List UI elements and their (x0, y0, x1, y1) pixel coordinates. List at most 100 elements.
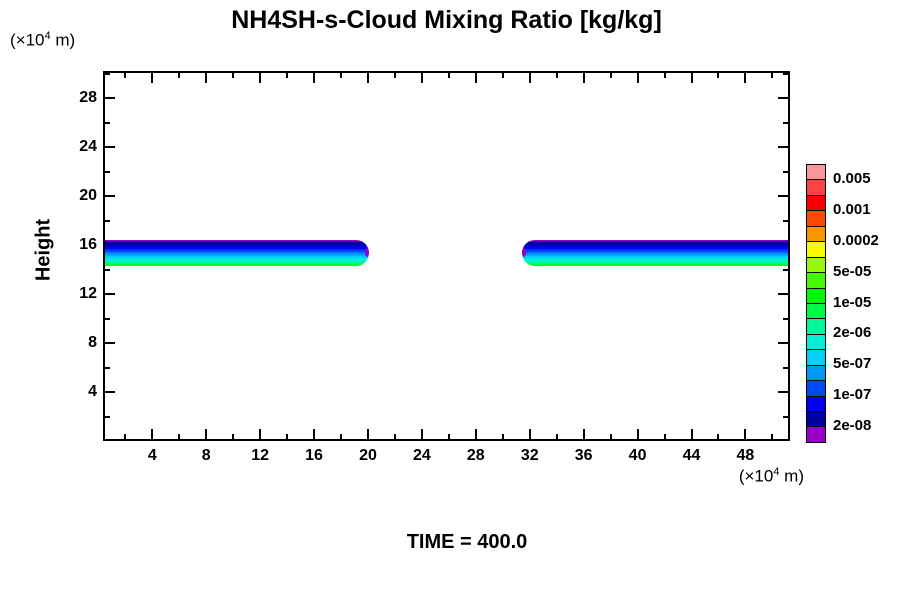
y-axis-major-tick-left (105, 293, 115, 295)
y-unit-pre: (×10 (10, 30, 45, 50)
colorbar-label: 2e-06 (833, 324, 872, 342)
x-axis-minor-tick-bottom (447, 434, 450, 439)
y-axis-unit-label: (×104 m) (10, 30, 75, 51)
y-axis-major-tick-right (778, 146, 788, 148)
x-axis-minor-tick-top (124, 73, 127, 78)
y-axis-minor-tick-left (105, 72, 110, 75)
plot-area (103, 71, 790, 441)
x-axis-minor-tick-top (609, 73, 612, 78)
x-axis-minor-tick-bottom (178, 434, 181, 439)
colorbar-cell (807, 165, 825, 180)
x-tick-label: 16 (305, 447, 323, 464)
x-axis-major-tick-bottom (636, 429, 639, 439)
x-axis-minor-tick-top (663, 73, 666, 78)
x-unit-post: m) (779, 466, 804, 486)
x-axis-minor-tick-top (178, 73, 181, 78)
x-axis-minor-tick-bottom (340, 434, 343, 439)
colorbar-cell (807, 364, 825, 381)
x-axis-major-tick-bottom (313, 429, 316, 439)
y-axis-minor-tick-right (783, 317, 788, 320)
x-axis-minor-tick-top (232, 73, 235, 78)
colorbar-cell (807, 395, 825, 411)
x-axis-minor-tick-bottom (286, 434, 289, 439)
x-unit-exponent: 4 (773, 466, 780, 478)
y-axis-minor-tick-left (105, 268, 110, 271)
colorbar-label: 2e-08 (833, 416, 872, 434)
x-tick-label: 48 (736, 447, 755, 464)
colorbar-label: 0.001 (833, 201, 871, 219)
y-tick-label: 16 (79, 236, 97, 253)
y-axis-minor-tick-left (105, 170, 110, 173)
chart-title: NH4SH-s-Cloud Mixing Ratio [kg/kg] (231, 6, 662, 34)
colorbar-cell (807, 426, 825, 442)
y-axis-minor-tick-right (783, 268, 788, 271)
colorbar-cell (807, 210, 825, 226)
y-axis-minor-tick-right (783, 121, 788, 124)
x-tick-label: 24 (412, 447, 431, 464)
y-axis-minor-tick-right (783, 170, 788, 173)
cloud-band-tip-accent (521, 248, 526, 258)
x-axis-minor-tick-bottom (771, 434, 774, 439)
colorbar-cell (807, 349, 825, 365)
x-axis-major-tick-top (151, 73, 154, 83)
y-axis-major-tick-left (105, 195, 115, 197)
y-tick-label: 8 (88, 334, 97, 351)
colorbar-cell (807, 411, 825, 427)
y-unit-post: m) (50, 30, 76, 50)
x-axis-unit-label: (×104 m) (600, 466, 804, 487)
x-tick-label: 28 (466, 447, 485, 464)
y-axis-minor-tick-left (105, 317, 110, 320)
left-cloud-band (105, 240, 370, 266)
y-axis-major-tick-left (105, 97, 115, 99)
x-axis-major-tick-bottom (744, 429, 747, 439)
colorbar-cell (807, 241, 825, 257)
x-tick-label: 36 (574, 447, 593, 464)
x-axis-major-tick-top (582, 73, 585, 83)
y-tick-label: 28 (79, 89, 97, 106)
x-axis-major-tick-top (690, 73, 693, 83)
colorbar-label: 5e-07 (833, 355, 872, 373)
x-axis-minor-tick-top (447, 73, 450, 78)
y-axis-minor-tick-left (105, 219, 110, 222)
x-axis-major-tick-top (528, 73, 531, 83)
colorbar (806, 164, 826, 443)
x-axis-major-tick-top (420, 73, 423, 83)
colorbar-cell (807, 272, 825, 288)
colorbar-label: 5e-05 (833, 262, 872, 280)
colorbar-label: 1e-05 (833, 293, 872, 311)
x-axis-minor-tick-top (555, 73, 558, 78)
time-label: TIME = 400.0 (406, 531, 528, 553)
x-axis-major-tick-top (313, 73, 316, 83)
y-tick-label: 20 (79, 187, 97, 204)
x-tick-label: 4 (147, 447, 157, 464)
x-axis-minor-tick-top (286, 73, 289, 78)
y-unit-exponent: 4 (44, 30, 51, 42)
y-axis-major-tick-left (105, 391, 115, 393)
x-axis-minor-tick-top (340, 73, 343, 78)
x-axis-major-tick-bottom (582, 429, 585, 439)
x-axis-minor-tick-bottom (124, 434, 127, 439)
x-axis-major-tick-top (474, 73, 477, 83)
x-axis-major-tick-bottom (528, 429, 531, 439)
right-cloud-band (521, 240, 788, 266)
x-axis-minor-tick-bottom (663, 434, 666, 439)
y-axis-major-tick-right (778, 195, 788, 197)
x-axis-minor-tick-bottom (232, 434, 235, 439)
colorbar-cell (807, 333, 825, 350)
y-axis-major-tick-right (778, 391, 788, 393)
x-axis-major-tick-bottom (259, 429, 262, 439)
y-axis-minor-tick-right (783, 415, 788, 418)
colorbar-label: 1e-07 (833, 385, 872, 403)
colorbar-label: 0.005 (833, 170, 871, 188)
x-axis-major-tick-bottom (205, 429, 208, 439)
x-tick-label: 40 (628, 447, 647, 464)
y-axis-minor-tick-left (105, 366, 110, 369)
x-axis-minor-tick-bottom (717, 434, 720, 439)
x-axis-minor-tick-top (771, 73, 774, 78)
cloud-band-tip-accent (365, 248, 370, 258)
x-axis-major-tick-top (259, 73, 262, 83)
x-axis-minor-tick-bottom (609, 434, 612, 439)
x-axis-minor-tick-bottom (555, 434, 558, 439)
x-axis-minor-tick-bottom (501, 434, 504, 439)
x-axis-major-tick-bottom (151, 429, 154, 439)
